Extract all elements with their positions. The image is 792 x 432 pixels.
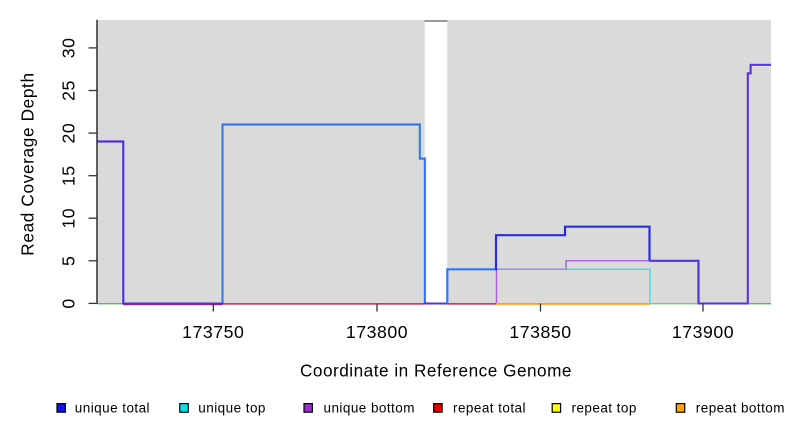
svg-text:Coordinate in Reference Genome: Coordinate in Reference Genome <box>300 361 572 381</box>
svg-text:repeat bottom: repeat bottom <box>696 401 785 416</box>
svg-text:173900: 173900 <box>672 322 734 342</box>
svg-text:25: 25 <box>59 80 79 101</box>
svg-text:repeat total: repeat total <box>453 401 526 416</box>
svg-text:5: 5 <box>59 256 79 266</box>
svg-text:173750: 173750 <box>182 322 244 342</box>
svg-text:15: 15 <box>59 165 79 186</box>
svg-text:20: 20 <box>59 123 79 144</box>
svg-text:unique bottom: unique bottom <box>324 401 415 416</box>
svg-text:unique total: unique total <box>75 401 150 416</box>
svg-text:repeat top: repeat top <box>572 401 637 416</box>
svg-text:Read Coverage Depth: Read Coverage Depth <box>18 72 38 255</box>
svg-text:173800: 173800 <box>346 322 408 342</box>
svg-text:unique top: unique top <box>198 401 266 416</box>
svg-text:30: 30 <box>59 38 79 59</box>
svg-text:10: 10 <box>59 208 79 229</box>
svg-text:173850: 173850 <box>509 322 571 342</box>
svg-text:0: 0 <box>59 298 79 308</box>
